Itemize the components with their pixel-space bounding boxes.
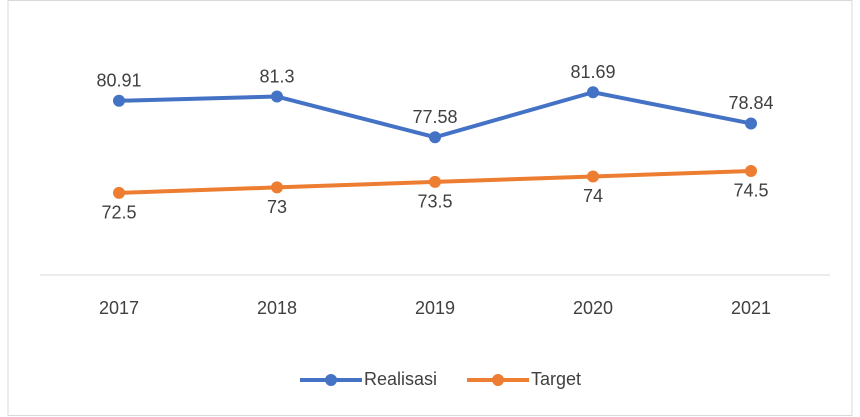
point-marker: [429, 175, 441, 188]
x-tick-label: 2017: [99, 298, 139, 318]
point-marker: [113, 94, 125, 107]
legend-marker: [325, 374, 337, 386]
data-label: 78.84: [728, 93, 773, 113]
data-label: 81.3: [259, 66, 294, 86]
chart-border: [7, 0, 853, 416]
data-label: 74: [583, 186, 603, 206]
point-marker: [271, 90, 283, 103]
point-marker: [587, 86, 599, 99]
data-label: 80.91: [96, 71, 141, 91]
x-tick-label: 2019: [415, 298, 455, 318]
point-marker: [745, 117, 757, 130]
x-tick-label: 2021: [731, 298, 771, 318]
point-marker: [429, 131, 441, 144]
data-label: 73: [267, 197, 287, 217]
data-label: 73.5: [417, 192, 452, 212]
x-tick-label: 2018: [257, 298, 297, 318]
data-label: 77.58: [412, 107, 457, 127]
data-label: 81.69: [570, 62, 615, 82]
point-marker: [113, 186, 125, 199]
data-label: 74.5: [733, 181, 768, 201]
legend-label: Realisasi: [364, 369, 437, 389]
legend-marker: [492, 374, 505, 386]
x-tick-label: 2020: [573, 298, 613, 318]
data-label: 72.5: [101, 203, 136, 223]
point-marker: [745, 164, 757, 177]
point-marker: [587, 170, 599, 183]
legend-label: Target: [531, 369, 581, 389]
point-marker: [271, 181, 283, 194]
